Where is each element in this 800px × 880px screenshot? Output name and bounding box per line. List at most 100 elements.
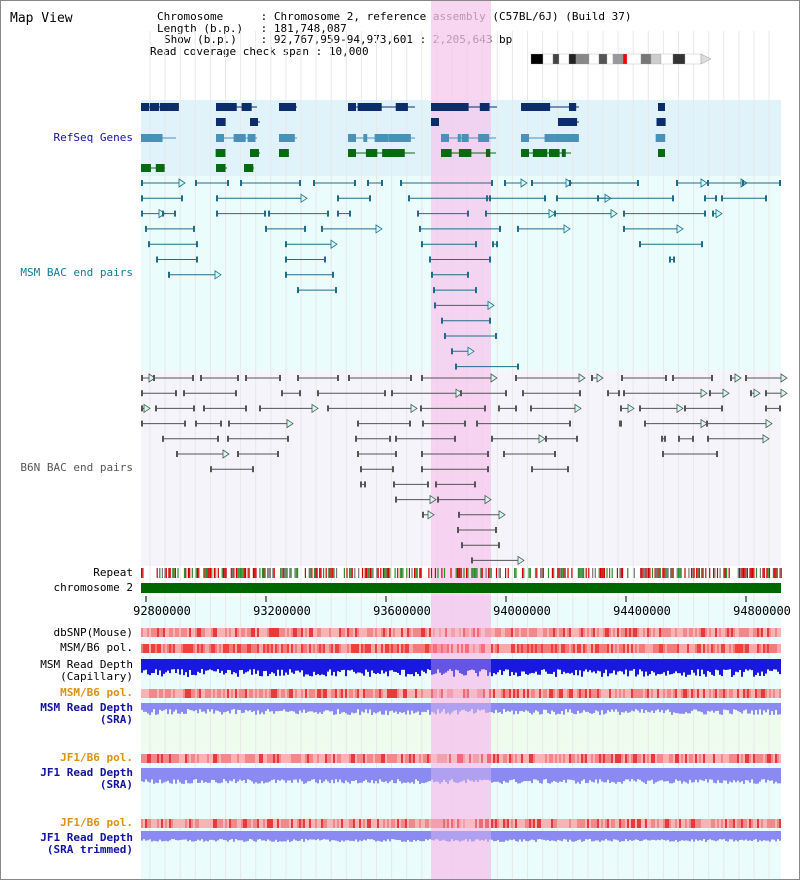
jf1-depth-sra-bar bbox=[625, 768, 627, 780]
track-label-refseq[interactable]: RefSeq Genes bbox=[53, 131, 133, 144]
gene-exon bbox=[658, 118, 665, 126]
dbsnp-band bbox=[527, 628, 529, 637]
jf1-depth-sra-bar bbox=[671, 768, 673, 784]
dbsnp-band bbox=[683, 628, 685, 637]
jf1-pol-band-1 bbox=[623, 754, 625, 763]
msm-depth-capillary-bar bbox=[333, 659, 335, 672]
msm-depth-sra-bar bbox=[493, 703, 495, 714]
msm-depth-capillary-bar bbox=[519, 659, 521, 676]
gene-exon bbox=[241, 103, 252, 111]
jf1-pol-band-1 bbox=[693, 754, 695, 763]
jf1-depth-sra-bar bbox=[449, 768, 451, 781]
jf1-depth-trimmed-bar bbox=[699, 831, 701, 841]
jf1-pol-band-1 bbox=[679, 754, 681, 763]
jf1-depth-trimmed-bar bbox=[285, 831, 287, 842]
msm-pol-band bbox=[529, 644, 531, 653]
dbsnp-band bbox=[519, 628, 521, 637]
b6n-bac-pair-end bbox=[461, 542, 463, 549]
msm-pol-sra-band bbox=[321, 689, 323, 698]
msm-depth-sra-bar bbox=[743, 703, 745, 711]
repeat-mark bbox=[551, 568, 553, 578]
jf1-pol-band-2 bbox=[681, 819, 683, 828]
msm-pol-band bbox=[613, 644, 615, 653]
jf1-pol-band-2 bbox=[657, 819, 659, 828]
msm-pol-sra-band bbox=[203, 689, 205, 698]
jf1-depth-trimmed-bar bbox=[143, 831, 145, 840]
jf1-depth-trimmed-bar bbox=[779, 831, 781, 841]
msm-depth-sra-bar bbox=[435, 703, 437, 715]
track-label-b6n-bac[interactable]: B6N BAC end pairs bbox=[20, 461, 133, 474]
msm-depth-sra-bar bbox=[495, 703, 497, 710]
b6n-bac-pair-end bbox=[237, 451, 239, 457]
jf1-pol-band-1 bbox=[305, 754, 307, 763]
msm-depth-capillary-bar bbox=[585, 659, 587, 670]
msm-depth-sra-bar bbox=[585, 703, 587, 712]
b6n-bac-pair-end bbox=[460, 390, 462, 397]
msm-depth-sra-bar bbox=[749, 703, 751, 714]
jf1-pol-band-1 bbox=[545, 754, 547, 763]
jf1-depth-sra-bar bbox=[701, 768, 703, 781]
jf1-depth-trimmed-bar bbox=[603, 831, 605, 841]
jf1-depth-sra-bar bbox=[181, 768, 183, 784]
msm-depth-capillary-bar bbox=[555, 659, 557, 677]
jf1-pol-band-1 bbox=[451, 754, 453, 763]
jf1-depth-trimmed-bar bbox=[299, 831, 301, 841]
msm-depth-capillary-bar bbox=[469, 659, 471, 671]
jf1-pol-band-1 bbox=[633, 754, 635, 763]
jf1-pol-band-2 bbox=[743, 819, 745, 828]
jf1-depth-trimmed-bar bbox=[415, 831, 417, 842]
msm-pol-band bbox=[327, 644, 329, 653]
msm-depth-sra-bar bbox=[671, 703, 673, 715]
jf1-depth-trimmed-bar bbox=[525, 831, 527, 841]
msm-bac-pair-arrow bbox=[330, 239, 338, 249]
dbsnp-band bbox=[169, 628, 171, 637]
jf1-depth-trimmed-bar bbox=[335, 831, 337, 841]
jf1-pol-band-1 bbox=[167, 754, 169, 763]
jf1-depth-trimmed-bar bbox=[329, 831, 331, 842]
msm-pol-sra-band bbox=[663, 689, 665, 698]
msm-pol-band bbox=[557, 644, 559, 653]
dbsnp-band bbox=[621, 628, 623, 637]
msm-depth-capillary-bar bbox=[429, 659, 431, 671]
gene-exon bbox=[279, 103, 287, 111]
jf1-pol-band-2 bbox=[273, 819, 275, 828]
jf1-depth-trimmed-bar bbox=[437, 831, 439, 840]
msm-depth-sra-bar bbox=[603, 703, 605, 715]
msm-pol-sra-band bbox=[641, 689, 643, 698]
msm-pol-sra-band bbox=[189, 689, 191, 698]
msm-depth-sra-bar bbox=[373, 703, 375, 713]
repeat-mark bbox=[169, 568, 171, 578]
msm-depth-capillary-bar bbox=[373, 659, 375, 674]
jf1-depth-sra-bar bbox=[483, 768, 485, 780]
msm-pol-sra-band bbox=[695, 689, 697, 698]
dbsnp-band bbox=[579, 628, 581, 637]
repeat-mark bbox=[480, 568, 482, 578]
msm-depth-capillary-bar bbox=[659, 659, 661, 675]
msm-depth-capillary-bar bbox=[299, 659, 301, 673]
msm-pol-band bbox=[321, 644, 323, 653]
b6n-bac-pair-end bbox=[607, 390, 609, 397]
gene-exon bbox=[348, 103, 356, 111]
msm-pol-band bbox=[661, 644, 663, 653]
b6n-bac-pair-end bbox=[192, 375, 194, 381]
msm-pol-sra-band bbox=[471, 689, 473, 698]
msm-pol-band bbox=[541, 644, 543, 653]
jf1-pol-band-2 bbox=[459, 819, 461, 828]
dbsnp-band bbox=[365, 628, 367, 637]
track-label-msm-bac[interactable]: MSM BAC end pairs bbox=[20, 266, 133, 279]
msm-pol-sra-band bbox=[683, 689, 685, 698]
msm-depth-sra-bar bbox=[641, 703, 643, 710]
msm-depth-sra-bar bbox=[261, 703, 263, 713]
msm-depth-sra-bar bbox=[627, 703, 629, 713]
msm-pol-band bbox=[653, 644, 655, 653]
msm-pol-band bbox=[553, 644, 555, 653]
msm-pol-sra-band bbox=[775, 689, 777, 698]
msm-depth-sra-bar bbox=[445, 703, 447, 714]
jf1-depth-sra-bar bbox=[155, 768, 157, 783]
b6n-bac-pair-end bbox=[228, 420, 230, 427]
jf1-pol-band-2 bbox=[237, 819, 239, 828]
msm-pol-sra-band bbox=[547, 689, 549, 698]
msm-pol-band bbox=[239, 644, 241, 653]
jf1-depth-trimmed-bar bbox=[611, 831, 613, 842]
